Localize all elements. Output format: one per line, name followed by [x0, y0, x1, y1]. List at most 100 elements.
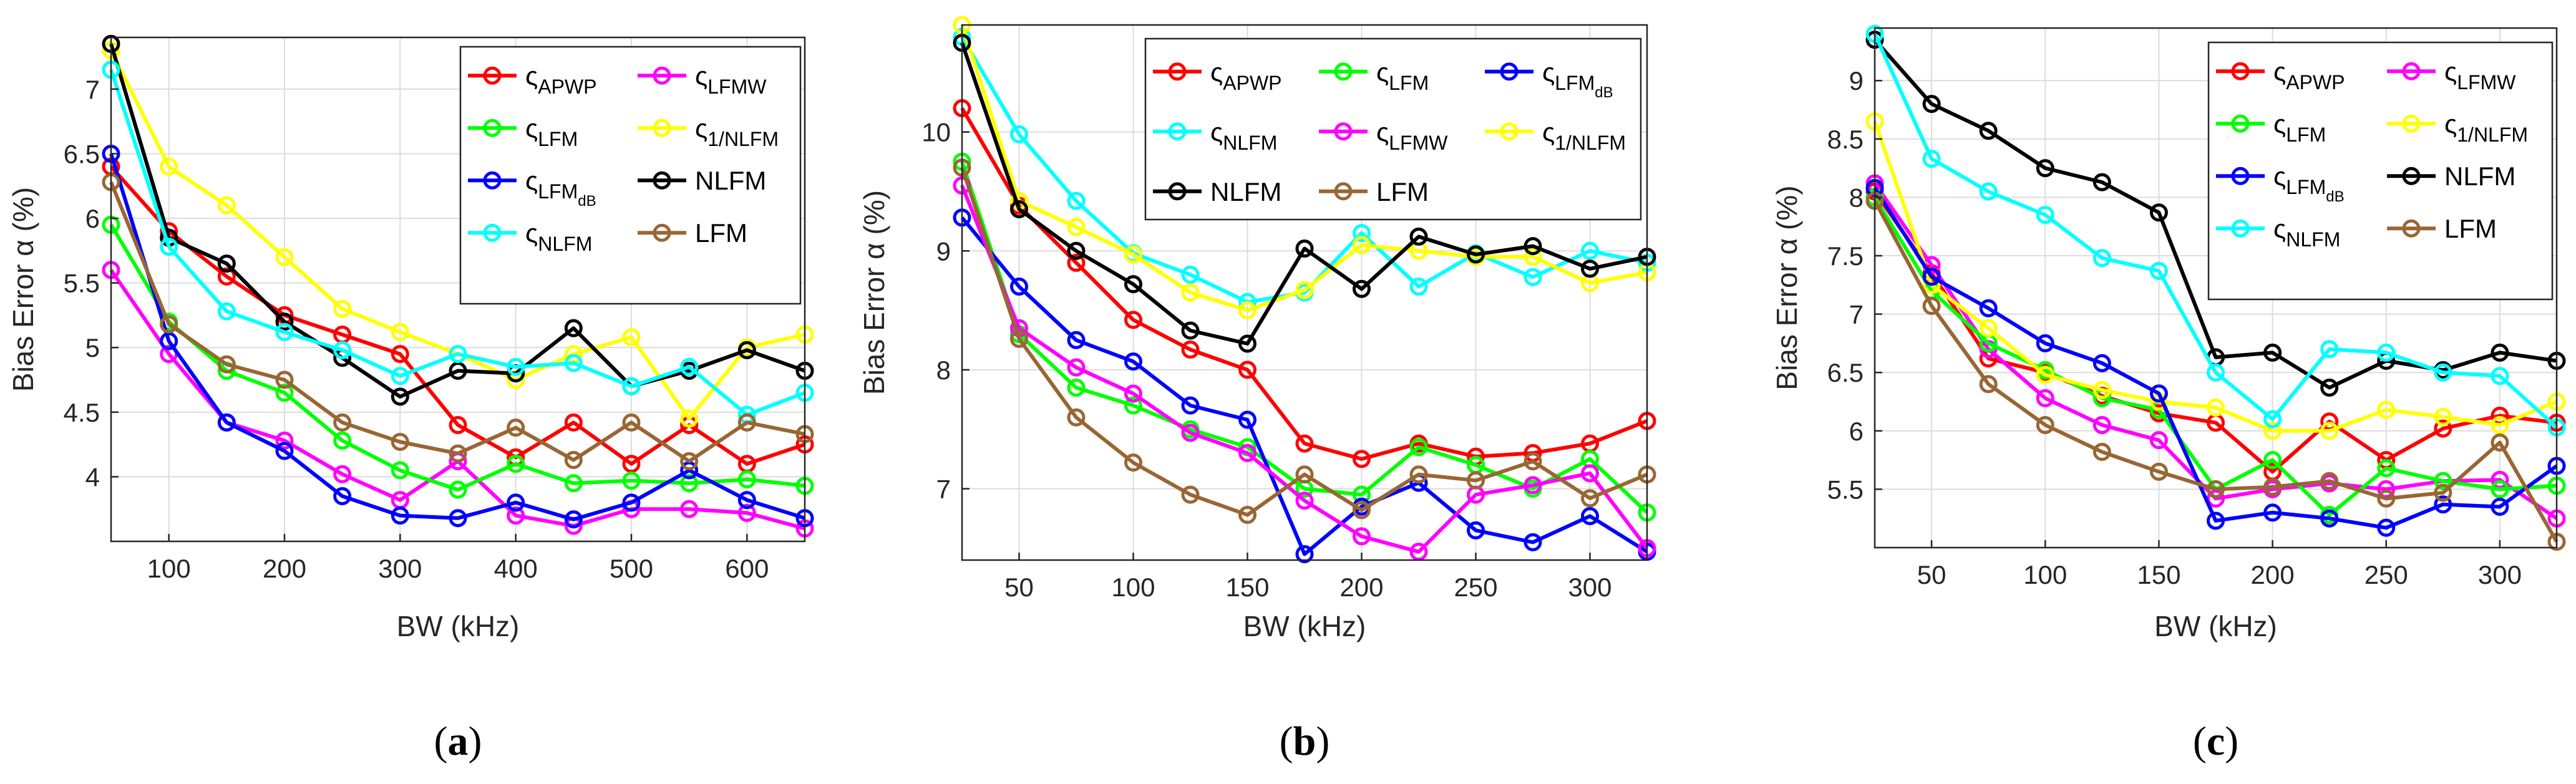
- legend-swatch-marker: [653, 223, 671, 242]
- data-point: [160, 332, 178, 351]
- y-axis-label: Bias Error α (%): [1771, 185, 1803, 390]
- legend-label-main: LFM: [695, 218, 747, 248]
- x-tick-label: 500: [610, 554, 653, 583]
- data-point: [391, 387, 409, 406]
- x-tick-label: 300: [378, 554, 422, 583]
- legend-label-main: ς: [1542, 57, 1555, 87]
- data-point: [1979, 319, 1998, 337]
- axes-box: [961, 24, 1648, 561]
- data-point: [564, 319, 583, 337]
- x-tick-label: 50: [1917, 560, 1947, 589]
- panel-label-close: ): [469, 719, 482, 764]
- legend-item: ςLFMdB: [2216, 162, 2345, 205]
- legend-label: ςAPWP: [2273, 57, 2345, 94]
- legend-label-main: ς: [2273, 109, 2286, 138]
- legend-label: ςLFM: [525, 114, 578, 150]
- data-point: [275, 322, 294, 341]
- axes-box: [1874, 27, 2558, 549]
- y-tick-label: 5: [85, 333, 100, 362]
- x-axis-label: BW (kHz): [2154, 610, 2277, 642]
- data-point: [507, 493, 525, 512]
- legend-label: ς1/NLFM: [695, 114, 779, 150]
- series-line-6: [1873, 38, 2557, 390]
- series-line-3: [960, 216, 1648, 556]
- data-point: [2377, 400, 2396, 419]
- data-point: [737, 470, 756, 489]
- data-point: [507, 506, 525, 525]
- legend-item: ςAPWP: [2216, 57, 2345, 94]
- x-tick-label: 150: [1225, 573, 1269, 602]
- x-tick-label: 300: [2478, 560, 2522, 589]
- data-point: [2377, 343, 2396, 362]
- data-point: [1124, 396, 1142, 415]
- data-point: [275, 384, 294, 402]
- data-point: [1181, 485, 1200, 504]
- data-point: [275, 431, 294, 450]
- legend-label-subscript: LFM: [538, 128, 578, 150]
- data-point: [1010, 125, 1028, 143]
- legend-swatch-marker: [483, 66, 502, 85]
- x-tick-label: 200: [2251, 560, 2295, 589]
- legend-label-main: ς: [2444, 57, 2457, 86]
- data-point: [2377, 459, 2396, 478]
- data-point: [622, 377, 641, 395]
- data-point: [1124, 275, 1142, 294]
- legend-item: ς1/NLFM: [2387, 109, 2528, 146]
- y-tick-label: 5.5: [1827, 475, 1864, 504]
- legend-swatch-marker: [483, 119, 502, 137]
- y-tick-label: 9: [936, 236, 951, 266]
- panel-label-letter: c: [2207, 719, 2225, 764]
- data-point: [1922, 95, 1941, 114]
- legend-label-main: ς: [1376, 117, 1389, 147]
- data-point: [2434, 363, 2452, 382]
- legend-label: ςNLFM: [1210, 117, 1277, 154]
- legend-swatch-marker: [483, 223, 502, 242]
- data-point: [2263, 422, 2282, 440]
- series-line-5: [1873, 186, 2558, 530]
- data-point: [1295, 491, 1314, 510]
- x-tick-label: 250: [2365, 560, 2408, 589]
- y-tick-label: 4.5: [64, 398, 100, 427]
- y-tick-label: 6.5: [64, 139, 100, 168]
- legend-label-main: ς: [1210, 57, 1223, 87]
- legend-item: ςNLFM: [1153, 117, 1277, 154]
- data-point: [737, 503, 756, 522]
- data-point: [622, 472, 641, 490]
- legend-label-subscript: LFMW: [1389, 132, 1448, 154]
- data-point: [1124, 453, 1142, 472]
- data-point: [622, 413, 641, 432]
- y-tick-label: 6: [85, 204, 100, 233]
- y-tick-label: 5.5: [64, 269, 100, 298]
- y-tick-label: 7: [1849, 300, 1864, 329]
- legend-swatch-marker: [1168, 62, 1187, 81]
- chart-panel-1: 100 200 300 400 500 600 4 4.5 5 5.5 6 6.5 7 BW (kHz) B…: [7, 34, 814, 764]
- legend-label: NLFM: [1210, 177, 1281, 206]
- data-point: [333, 341, 352, 359]
- legend-label-subscript: APWP: [538, 75, 596, 98]
- series-line-7: [109, 69, 806, 417]
- x-tick-label: 100: [2023, 560, 2067, 589]
- data-point: [1581, 259, 1599, 278]
- legend-item: ςLFMW: [638, 61, 767, 98]
- legend-label-main: LFM: [1376, 177, 1429, 206]
- legend-label-subsubscript: dB: [578, 193, 596, 210]
- legend-item: LFM: [2387, 214, 2497, 243]
- x-tick-label: 100: [1111, 573, 1155, 602]
- data-point: [1067, 408, 1086, 427]
- data-point: [391, 461, 409, 480]
- x-tick-label: 200: [263, 554, 306, 583]
- legend-label-main: ς: [1210, 117, 1223, 147]
- data-point: [2092, 380, 2111, 399]
- data-point: [2092, 415, 2111, 434]
- data-point: [2036, 365, 2054, 384]
- data-point: [217, 254, 236, 273]
- legend-item: ςLFM: [2216, 109, 2326, 146]
- data-point: [2491, 415, 2509, 434]
- data-point: [2092, 173, 2111, 191]
- data-point: [2092, 354, 2111, 372]
- legend-item: NLFM: [2387, 162, 2515, 191]
- legend-box: [459, 46, 802, 305]
- axes-box: [110, 36, 806, 543]
